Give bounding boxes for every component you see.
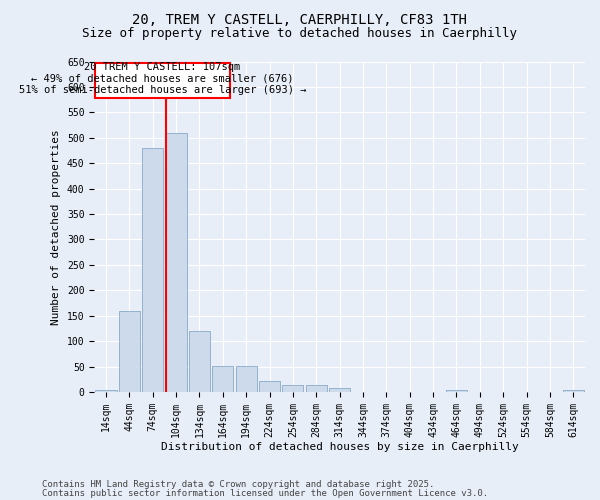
Bar: [563, 390, 584, 392]
Text: Contains public sector information licensed under the Open Government Licence v3: Contains public sector information licen…: [42, 489, 488, 498]
Text: 20, TREM Y CASTELL, CAERPHILLY, CF83 1TH: 20, TREM Y CASTELL, CAERPHILLY, CF83 1TH: [133, 12, 467, 26]
Bar: [446, 390, 467, 392]
Text: Size of property relative to detached houses in Caerphilly: Size of property relative to detached ho…: [83, 28, 517, 40]
Bar: [166, 132, 187, 392]
Bar: [95, 390, 116, 392]
Text: 51% of semi-detached houses are larger (693) →: 51% of semi-detached houses are larger (…: [19, 86, 306, 96]
Bar: [236, 366, 257, 392]
Bar: [212, 366, 233, 392]
Bar: [142, 148, 163, 392]
Bar: [119, 310, 140, 392]
Bar: [283, 386, 304, 392]
Y-axis label: Number of detached properties: Number of detached properties: [52, 129, 61, 324]
Bar: [259, 381, 280, 392]
Bar: [189, 331, 210, 392]
Text: Contains HM Land Registry data © Crown copyright and database right 2025.: Contains HM Land Registry data © Crown c…: [42, 480, 434, 489]
FancyBboxPatch shape: [95, 62, 230, 98]
Bar: [329, 388, 350, 392]
Text: ← 49% of detached houses are smaller (676): ← 49% of detached houses are smaller (67…: [31, 74, 293, 84]
Text: 20 TREM Y CASTELL: 107sqm: 20 TREM Y CASTELL: 107sqm: [84, 62, 241, 72]
X-axis label: Distribution of detached houses by size in Caerphilly: Distribution of detached houses by size …: [161, 442, 518, 452]
Bar: [306, 386, 327, 392]
